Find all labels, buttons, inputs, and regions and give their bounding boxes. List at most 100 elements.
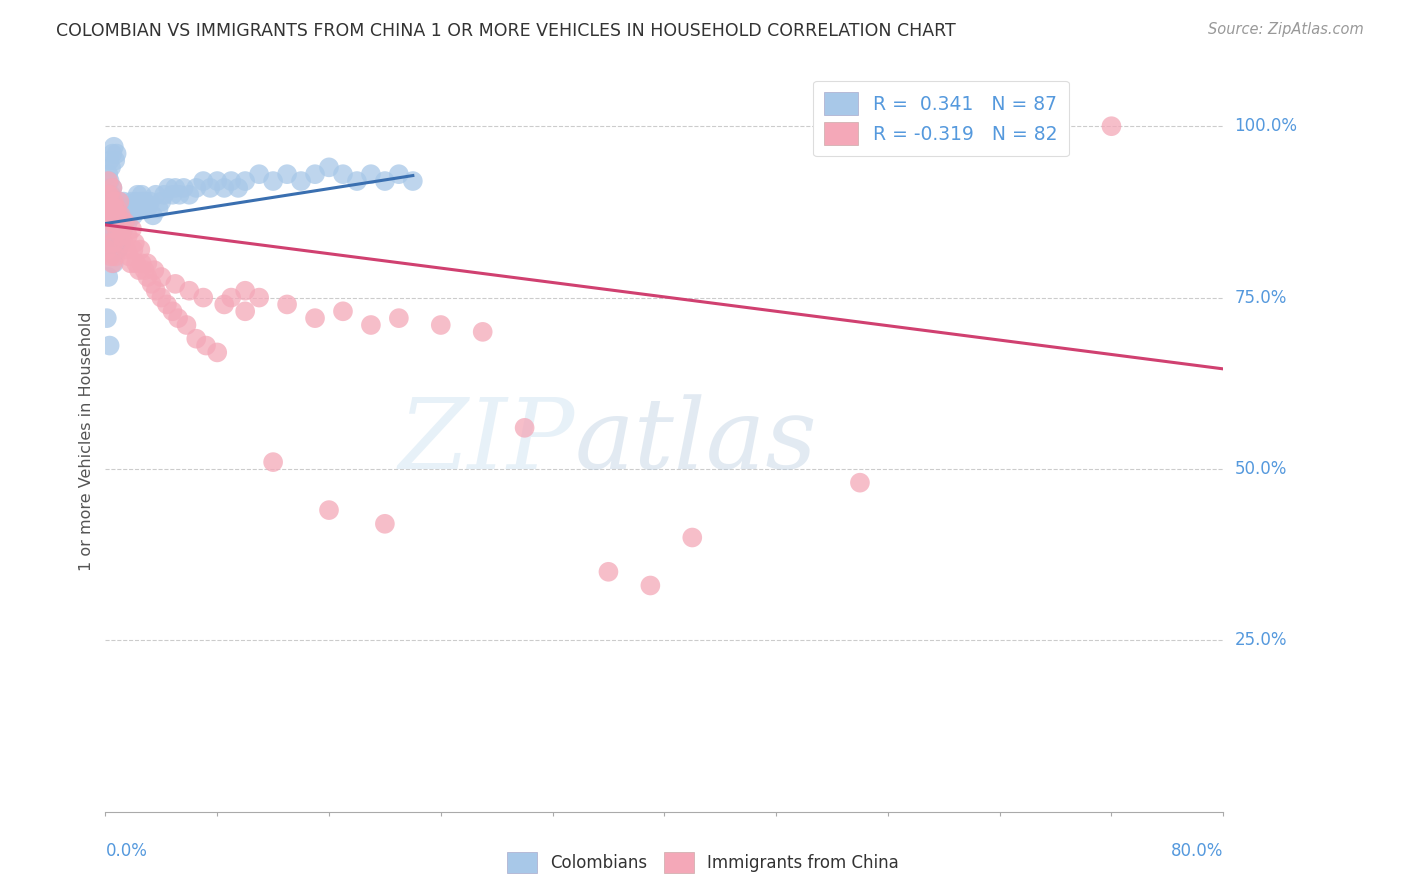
- Point: [219, 174, 242, 188]
- Point: [108, 222, 131, 236]
- Point: [111, 222, 134, 236]
- Point: [121, 222, 143, 236]
- Point: [136, 202, 159, 216]
- Text: 75.0%: 75.0%: [1234, 289, 1286, 307]
- Point: [233, 304, 256, 318]
- Point: [101, 181, 124, 195]
- Point: [156, 297, 179, 311]
- Point: [139, 194, 162, 209]
- Point: [115, 202, 138, 216]
- Point: [388, 311, 411, 326]
- Point: [103, 140, 125, 154]
- Point: [165, 181, 187, 195]
- Text: 50.0%: 50.0%: [1234, 460, 1286, 478]
- Point: [110, 235, 132, 250]
- Point: [247, 291, 270, 305]
- Text: COLOMBIAN VS IMMIGRANTS FROM CHINA 1 OR MORE VEHICLES IN HOUSEHOLD CORRELATION C: COLOMBIAN VS IMMIGRANTS FROM CHINA 1 OR …: [56, 22, 956, 40]
- Point: [101, 215, 124, 229]
- Point: [212, 297, 235, 311]
- Point: [849, 475, 872, 490]
- Point: [318, 503, 340, 517]
- Point: [374, 516, 396, 531]
- Point: [207, 345, 229, 359]
- Point: [107, 208, 129, 222]
- Point: [98, 153, 121, 168]
- Point: [332, 304, 354, 318]
- Point: [114, 215, 136, 229]
- Point: [346, 174, 368, 188]
- Point: [128, 263, 150, 277]
- Point: [150, 194, 173, 209]
- Point: [104, 208, 127, 222]
- Point: [233, 284, 256, 298]
- Point: [118, 250, 141, 264]
- Point: [98, 222, 121, 236]
- Point: [98, 235, 121, 250]
- Point: [110, 202, 132, 216]
- Point: [165, 277, 187, 291]
- Point: [148, 202, 170, 216]
- Point: [402, 174, 425, 188]
- Text: atlas: atlas: [575, 394, 818, 489]
- Point: [124, 235, 146, 250]
- Point: [101, 243, 124, 257]
- Point: [112, 194, 135, 209]
- Point: [219, 291, 242, 305]
- Point: [681, 531, 703, 545]
- Point: [157, 181, 180, 195]
- Point: [105, 202, 128, 216]
- Text: 80.0%: 80.0%: [1171, 842, 1223, 860]
- Point: [120, 256, 142, 270]
- Point: [97, 174, 120, 188]
- Point: [136, 256, 159, 270]
- Point: [111, 222, 134, 236]
- Point: [207, 174, 229, 188]
- Text: Source: ZipAtlas.com: Source: ZipAtlas.com: [1208, 22, 1364, 37]
- Point: [276, 297, 298, 311]
- Point: [107, 215, 129, 229]
- Legend: Colombians, Immigrants from China: Colombians, Immigrants from China: [501, 846, 905, 880]
- Point: [304, 167, 326, 181]
- Point: [150, 270, 173, 285]
- Point: [100, 187, 122, 202]
- Point: [100, 250, 122, 264]
- Point: [96, 243, 118, 257]
- Point: [96, 208, 118, 222]
- Text: 100.0%: 100.0%: [1234, 117, 1298, 136]
- Point: [117, 215, 139, 229]
- Point: [100, 208, 122, 222]
- Point: [105, 202, 128, 216]
- Point: [97, 208, 120, 222]
- Point: [127, 187, 149, 202]
- Point: [162, 187, 184, 202]
- Point: [98, 202, 121, 216]
- Point: [111, 208, 134, 222]
- Point: [97, 222, 120, 236]
- Point: [112, 222, 135, 236]
- Point: [98, 338, 121, 352]
- Point: [388, 167, 411, 181]
- Point: [153, 187, 176, 202]
- Point: [430, 318, 453, 332]
- Point: [318, 161, 340, 175]
- Point: [212, 181, 235, 195]
- Point: [97, 270, 120, 285]
- Point: [107, 243, 129, 257]
- Text: 0.0%: 0.0%: [105, 842, 148, 860]
- Point: [98, 202, 121, 216]
- Point: [290, 174, 312, 188]
- Point: [304, 311, 326, 326]
- Point: [118, 208, 141, 222]
- Point: [145, 187, 167, 202]
- Point: [97, 167, 120, 181]
- Point: [103, 194, 125, 209]
- Point: [125, 194, 148, 209]
- Point: [332, 167, 354, 181]
- Point: [103, 202, 125, 216]
- Point: [186, 332, 208, 346]
- Point: [131, 187, 153, 202]
- Point: [233, 174, 256, 188]
- Point: [103, 194, 125, 209]
- Point: [122, 243, 145, 257]
- Point: [104, 250, 127, 264]
